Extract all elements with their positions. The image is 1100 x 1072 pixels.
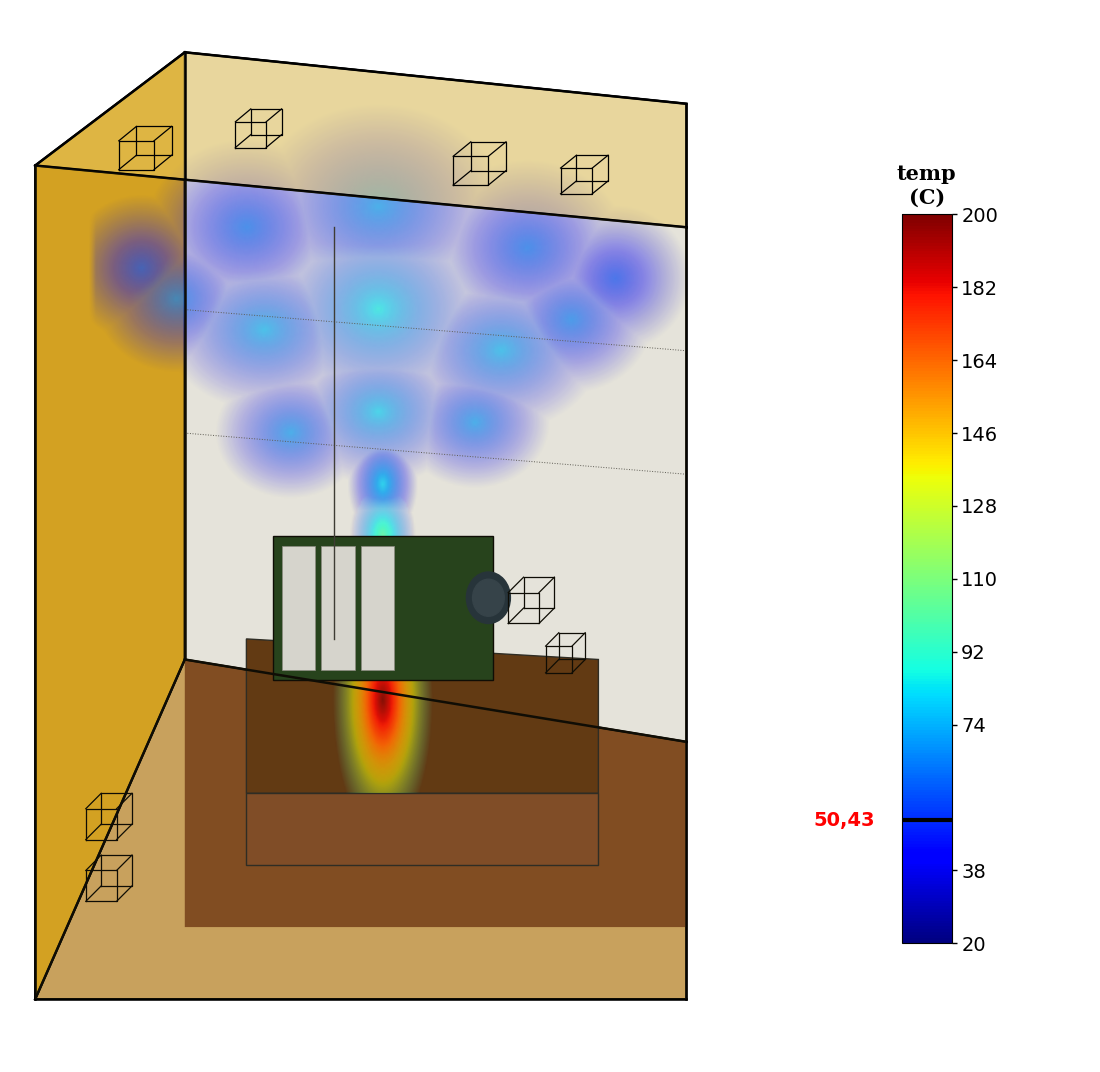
Polygon shape bbox=[185, 659, 686, 927]
Polygon shape bbox=[35, 165, 686, 999]
Polygon shape bbox=[282, 547, 315, 670]
Polygon shape bbox=[273, 536, 493, 680]
Polygon shape bbox=[246, 639, 598, 793]
Polygon shape bbox=[35, 53, 686, 227]
Polygon shape bbox=[246, 793, 598, 865]
Title: temp
(C): temp (C) bbox=[896, 164, 957, 207]
Polygon shape bbox=[35, 53, 185, 999]
Polygon shape bbox=[185, 53, 686, 742]
Circle shape bbox=[473, 579, 504, 616]
Polygon shape bbox=[35, 659, 686, 999]
Polygon shape bbox=[361, 547, 394, 670]
Circle shape bbox=[466, 572, 510, 624]
Polygon shape bbox=[321, 547, 354, 670]
Text: 50,43: 50,43 bbox=[813, 810, 874, 830]
